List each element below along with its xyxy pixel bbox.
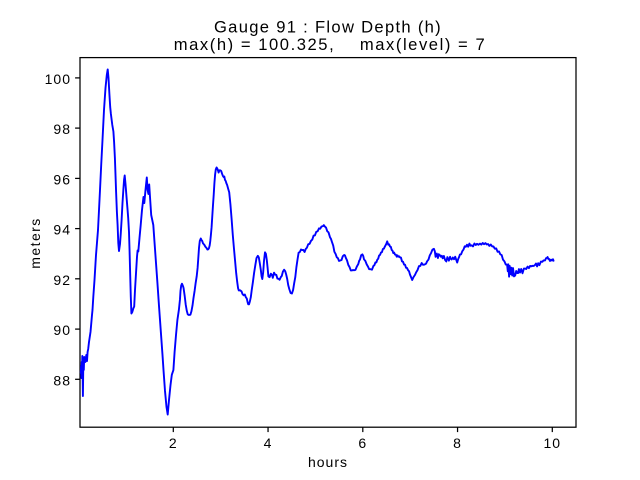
- svg-text:Gauge 91 : Flow Depth (h): Gauge 91 : Flow Depth (h): [214, 18, 442, 37]
- svg-text:hours: hours: [308, 454, 348, 470]
- svg-text:88: 88: [53, 372, 71, 388]
- svg-text:100: 100: [45, 71, 71, 87]
- svg-text:2: 2: [169, 435, 178, 451]
- svg-text:meters: meters: [27, 217, 43, 269]
- svg-text:94: 94: [53, 222, 71, 238]
- svg-text:4: 4: [264, 435, 273, 451]
- svg-text:8: 8: [453, 435, 462, 451]
- svg-text:6: 6: [358, 435, 367, 451]
- svg-text:92: 92: [53, 272, 71, 288]
- svg-text:10: 10: [544, 435, 562, 451]
- svg-text:90: 90: [53, 322, 71, 338]
- svg-text:98: 98: [53, 121, 71, 137]
- svg-text:max(h) = 100.325, max(level: max(h) = 100.325, max(level) = 7: [174, 35, 487, 54]
- svg-text:96: 96: [53, 171, 71, 187]
